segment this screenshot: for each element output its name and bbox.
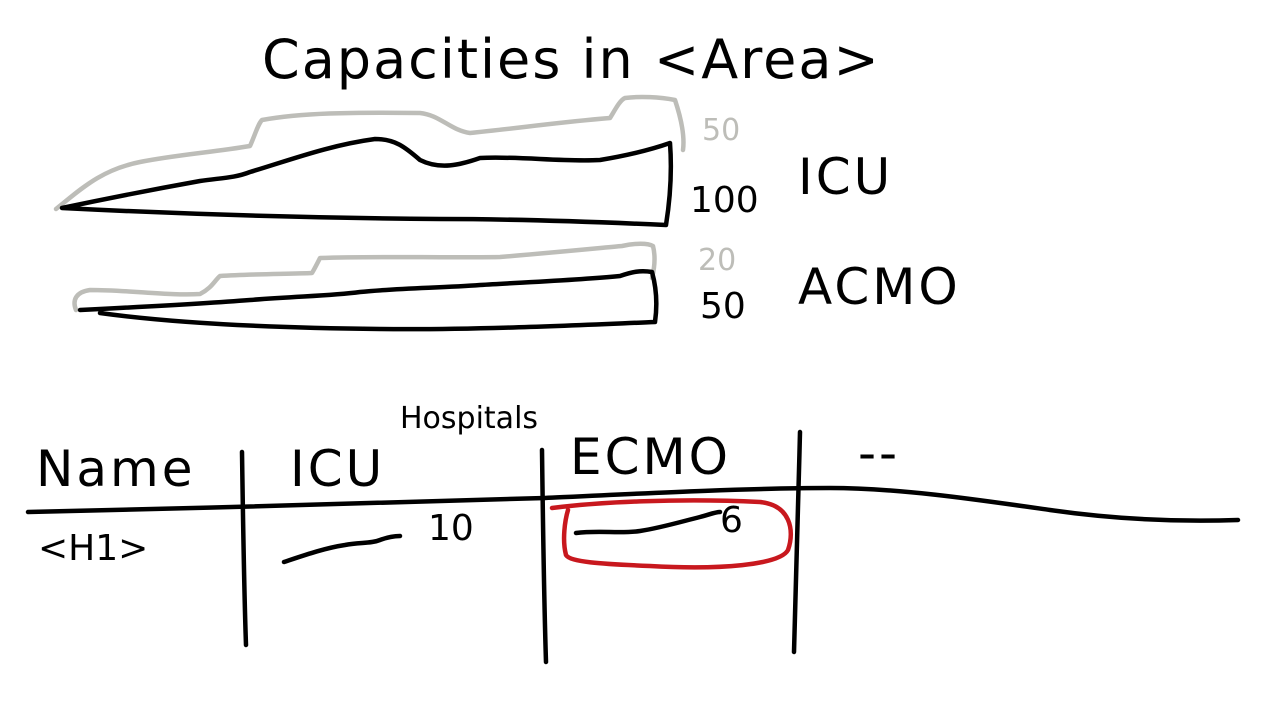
icu-chart-label: ICU (798, 148, 893, 206)
header-name: Name (36, 440, 196, 498)
acmo-chart-label: ACMO (798, 258, 961, 316)
acmo-max-label: 20 (698, 243, 736, 278)
icu-sparkline (281, 533, 403, 565)
acmo-current-area (77, 268, 659, 332)
icu-current-area (59, 136, 674, 228)
hospitals-table: Hospitals Name ICU ECMO -- <H1> 10 6 (25, 401, 1241, 665)
header-ecmo: ECMO (570, 428, 731, 486)
acmo-max-capacity-line (72, 241, 657, 313)
table-row[interactable]: <H1> 10 6 (38, 498, 793, 570)
icu-max-capacity-line (53, 94, 686, 212)
icu-capacity-chart: 50 100 ICU (53, 94, 893, 228)
column-divider (791, 429, 803, 655)
table-caption: Hospitals (400, 401, 538, 436)
row-hospital-name: <H1> (38, 528, 148, 569)
header-icu: ICU (290, 440, 385, 498)
header-more: -- (858, 424, 900, 482)
icu-current-label: 100 (690, 180, 759, 221)
row-ecmo-value: 6 (720, 500, 743, 541)
row-icu-value: 10 (428, 508, 474, 549)
column-divider (239, 449, 249, 648)
acmo-capacity-chart: 20 50 ACMO (72, 241, 961, 332)
ecmo-highlight-box (549, 498, 793, 570)
column-divider (539, 447, 549, 665)
page-title: Capacities in <Area> (262, 28, 881, 91)
icu-max-label: 50 (702, 113, 740, 148)
ecmo-sparkline (573, 509, 723, 536)
acmo-current-label: 50 (700, 286, 746, 327)
header-separator (25, 485, 1241, 523)
